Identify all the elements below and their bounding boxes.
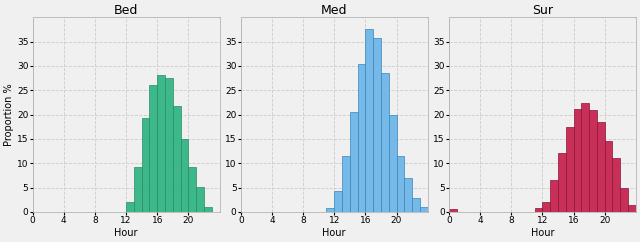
Bar [550, 180, 558, 212]
Bar [196, 187, 204, 212]
Bar [605, 141, 612, 212]
Bar [589, 110, 597, 212]
Bar [365, 29, 373, 212]
Bar [157, 75, 165, 212]
Bar [566, 127, 573, 212]
Bar [573, 109, 581, 212]
Bar [397, 156, 404, 212]
Bar [542, 202, 550, 212]
Bar [350, 112, 358, 212]
Bar [373, 38, 381, 212]
X-axis label: Hour: Hour [323, 228, 346, 238]
Bar [149, 85, 157, 212]
Bar [620, 188, 628, 212]
Bar [534, 208, 542, 212]
Bar [342, 156, 350, 212]
Bar [404, 178, 412, 212]
Bar [334, 191, 342, 212]
Bar [612, 158, 620, 212]
Title: Bed: Bed [114, 4, 138, 17]
Bar [358, 64, 365, 212]
Bar [188, 166, 196, 212]
Bar [628, 204, 636, 212]
Bar [388, 114, 397, 212]
X-axis label: Hour: Hour [115, 228, 138, 238]
Title: Sur: Sur [532, 4, 553, 17]
Bar [141, 118, 149, 212]
X-axis label: Hour: Hour [531, 228, 554, 238]
Bar [381, 73, 388, 212]
Bar [558, 153, 566, 212]
Bar [326, 208, 334, 212]
Bar [165, 77, 173, 212]
Bar [173, 106, 180, 212]
Bar [134, 167, 141, 212]
Bar [204, 207, 212, 212]
Bar [420, 207, 428, 212]
Bar [449, 210, 457, 212]
Y-axis label: Proportion %: Proportion % [4, 83, 14, 146]
Title: Med: Med [321, 4, 348, 17]
Bar [597, 122, 605, 212]
Bar [412, 198, 420, 212]
Bar [180, 139, 188, 212]
Bar [581, 103, 589, 212]
Bar [126, 202, 134, 212]
